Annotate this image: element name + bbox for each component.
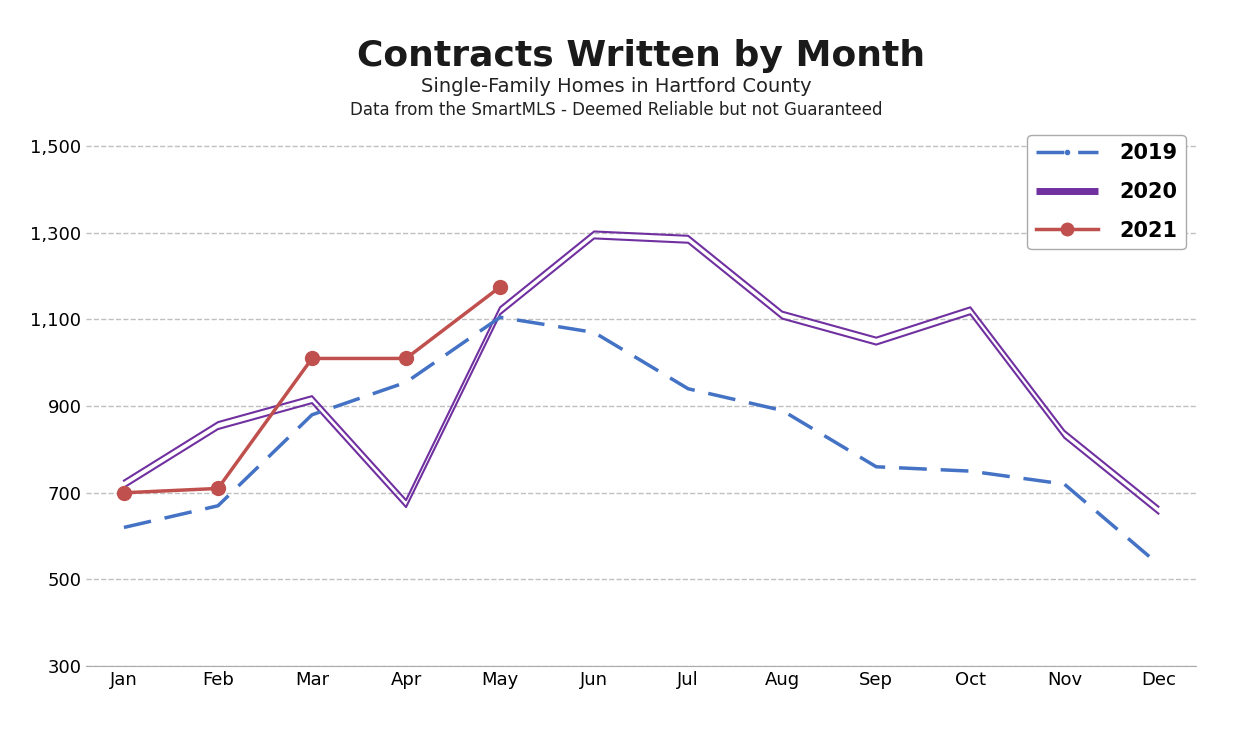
Legend: 2019, 2020, 2021: 2019, 2020, 2021 — [1027, 135, 1186, 249]
Text: Data from the SmartMLS - Deemed Reliable but not Guaranteed: Data from the SmartMLS - Deemed Reliable… — [350, 101, 883, 119]
Title: Contracts Written by Month: Contracts Written by Month — [358, 39, 925, 73]
Text: Single-Family Homes in Hartford County: Single-Family Homes in Hartford County — [422, 77, 811, 96]
